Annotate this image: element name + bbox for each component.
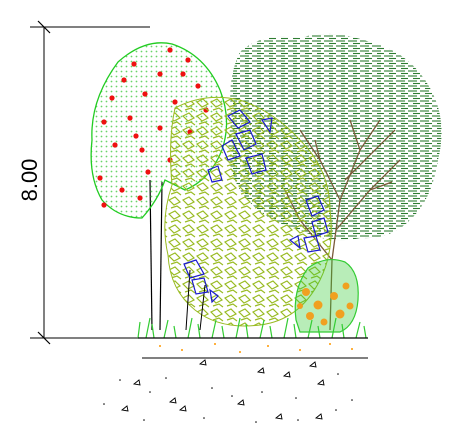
olive-foliage-tree [164, 96, 332, 331]
aggregate-triangles [120, 359, 325, 420]
grass-strip [137, 317, 367, 339]
blue-foliage-marks [183, 109, 329, 304]
shrub-flowers [297, 282, 354, 326]
aggregate-dots [103, 373, 353, 423]
ground-dots [159, 343, 353, 353]
flowering-shrub [294, 258, 359, 333]
height-dimension-label: 8.00 [17, 159, 42, 202]
height-dimension [30, 20, 150, 345]
ground-section [103, 337, 368, 423]
